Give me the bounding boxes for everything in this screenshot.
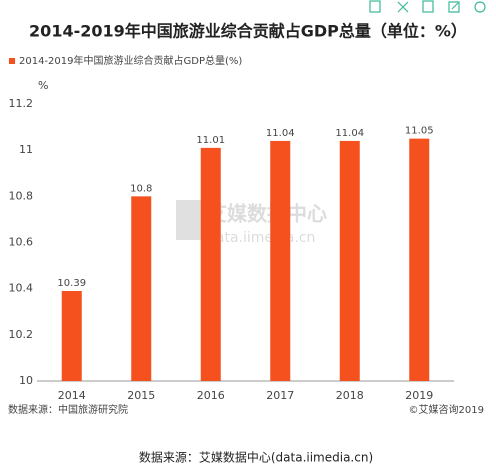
bar (61, 290, 82, 381)
toolbar[interactable] (369, 0, 486, 13)
legend-label: 2014-2019年中国旅游业综合贡献占GDP总量(%) (19, 54, 242, 67)
bar (409, 138, 430, 381)
footer: 数据来源：艾媒数据中心(data.iimedia.cn) (139, 450, 373, 465)
watermark-text: data.iimedia.cn (207, 230, 315, 246)
watermark-text: 艾媒数据中心 (207, 202, 327, 226)
bar (270, 140, 291, 381)
bar (339, 140, 360, 381)
tool-icon[interactable] (369, 0, 381, 13)
bar (200, 147, 221, 381)
y-tick-label: 10.8 (9, 189, 34, 202)
copyright: ©艾媒咨询2019 (409, 403, 484, 416)
value-label: 11.01 (196, 135, 225, 146)
legend-swatch (9, 58, 15, 64)
x-tick-label: 2017 (266, 389, 294, 402)
x-tick-label: 2019 (405, 389, 433, 402)
y-tick-label: 10 (19, 374, 33, 387)
chart-title: 2014-2019年中国旅游业综合贡献占GDP总量（单位：%） (29, 22, 467, 41)
y-unit: % (38, 79, 48, 92)
tool-icon[interactable] (474, 1, 486, 13)
source-note: 数据来源：中国旅游研究院 (8, 403, 128, 416)
x-tick-label: 2016 (197, 389, 225, 402)
tool-icon[interactable] (422, 0, 434, 13)
y-tick-label: 10.2 (9, 328, 34, 341)
watermark-logo (176, 200, 202, 240)
tool-icon[interactable] (448, 1, 460, 13)
value-label: 10.39 (57, 278, 86, 289)
x-tick-label: 2014 (58, 389, 86, 402)
value-label: 11.04 (335, 128, 364, 139)
value-label: 11.05 (405, 126, 434, 137)
tool-icon[interactable] (397, 1, 409, 13)
watermark: 艾媒数据中心 data.iimedia.cn (176, 200, 327, 246)
y-tick-label: 10.6 (9, 236, 34, 249)
bar (131, 196, 152, 381)
value-label: 10.8 (130, 183, 152, 194)
x-tick-label: 2015 (127, 389, 155, 402)
y-tick-label: 10.4 (9, 282, 34, 295)
y-tick-label: 11.2 (9, 97, 34, 110)
value-label: 11.04 (266, 128, 295, 139)
y-tick-label: 11 (19, 143, 33, 156)
x-tick-label: 2018 (336, 389, 364, 402)
